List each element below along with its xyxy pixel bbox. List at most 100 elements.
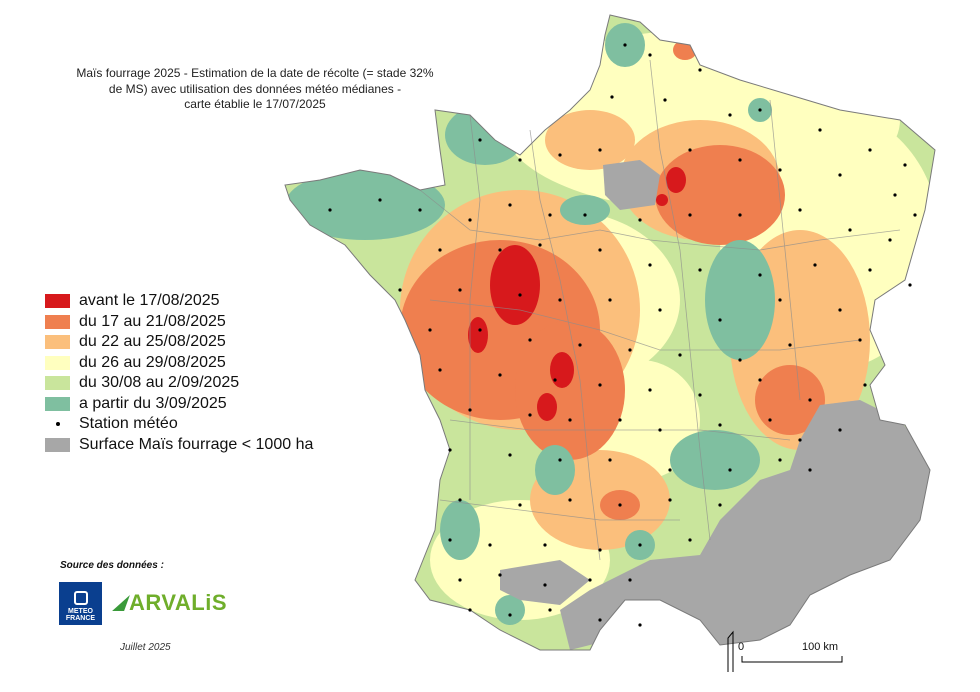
station-dot (678, 353, 682, 357)
station-dot (468, 408, 472, 412)
north-arrow-icon (727, 630, 734, 672)
map-title: Maïs fourrage 2025 - Estimation de la da… (30, 66, 480, 113)
station-dot (903, 163, 907, 167)
legend-item: du 26 au 29/08/2025 (45, 353, 313, 374)
station-dot (868, 148, 872, 152)
arvalis-leaf-icon (112, 595, 130, 611)
station-dot (558, 458, 562, 462)
title-line-2: de MS) avec utilisation des données mété… (108, 81, 402, 96)
station-dot (698, 268, 702, 272)
station-dot (638, 623, 642, 627)
station-dot (668, 498, 672, 502)
station-dot (528, 338, 532, 342)
station-dot (498, 248, 502, 252)
station-dot (588, 578, 592, 582)
station-dot (468, 608, 472, 612)
station-dot (448, 448, 452, 452)
scale-distance-label: 100 km (802, 641, 839, 653)
scale-bar (741, 656, 843, 663)
france-territory (285, 15, 935, 650)
station-dot (798, 438, 802, 442)
station-dot (838, 428, 842, 432)
station-dot (598, 618, 602, 622)
station-dot (738, 358, 742, 362)
legend-label: du 17 au 21/08/2025 (79, 312, 226, 330)
station-dot (518, 158, 522, 162)
legend-swatch (45, 294, 70, 309)
station-dot (648, 263, 652, 267)
station-dot (598, 383, 602, 387)
station-dot (508, 613, 512, 617)
station-dot (608, 458, 612, 462)
legend-item: avant le 17/08/2025 (45, 291, 313, 312)
station-dot (813, 263, 817, 267)
station-dot (543, 583, 547, 587)
station-dot (583, 213, 587, 217)
station-dot (518, 293, 522, 297)
station-dot (638, 543, 642, 547)
station-dot (518, 503, 522, 507)
station-dot (628, 348, 632, 352)
legend-item: du 17 au 21/08/2025 (45, 312, 313, 333)
station-dot (548, 213, 552, 217)
meteo-france-logo: METEO FRANCE (59, 582, 102, 625)
station-dot (718, 318, 722, 322)
legend-swatch (45, 376, 70, 391)
station-dot (598, 148, 602, 152)
station-dot (618, 418, 622, 422)
station-dot (438, 368, 442, 372)
station-dot (598, 248, 602, 252)
france-outline (284, 14, 936, 651)
station-dot (458, 288, 462, 292)
station-dot (688, 148, 692, 152)
station-dot (758, 273, 762, 277)
arvalis-logo-text: ARVALiS (129, 590, 228, 615)
station-dot (598, 548, 602, 552)
legend-swatch (45, 314, 70, 329)
station-dot (758, 108, 762, 112)
meteo-logo-text-1: METEO (68, 608, 93, 615)
station-dot (458, 578, 462, 582)
station-dot (438, 248, 442, 252)
station-dot (568, 418, 572, 422)
source-label: Source des données : (60, 560, 164, 571)
station-dot (610, 95, 614, 99)
station-dot (548, 608, 552, 612)
station-dot (808, 468, 812, 472)
station-dot (478, 138, 482, 142)
legend-swatch (45, 355, 70, 370)
station-dot (478, 328, 482, 332)
station-dot (658, 308, 662, 312)
station-dot (778, 298, 782, 302)
station-dot (768, 418, 772, 422)
station-dot (913, 213, 917, 217)
station-dot-icon (45, 417, 70, 431)
station-dot (328, 208, 332, 212)
title-line-3: carte établie le 17/07/2025 (184, 97, 326, 111)
station-dot (728, 468, 732, 472)
station-dot (498, 373, 502, 377)
department-borders (419, 59, 901, 561)
station-dot (628, 578, 632, 582)
meteo-logo-icon (73, 591, 88, 605)
station-dot (758, 378, 762, 382)
station-dot (658, 428, 662, 432)
legend-swatch (45, 437, 70, 452)
station-dot (538, 243, 542, 247)
legend-item: a partir du 3/09/2025 (45, 394, 313, 415)
station-dot (648, 53, 652, 57)
legend-label: Station météo (79, 415, 178, 433)
station-dot (908, 283, 912, 287)
station-dot (838, 308, 842, 312)
station-dot (458, 498, 462, 502)
legend-label: du 30/08 au 2/09/2025 (79, 374, 240, 392)
legend-label: Surface Maïs fourrage < 1000 ha (79, 435, 314, 453)
station-dot (543, 543, 547, 547)
arvalis-logo: ARVALiS (112, 590, 228, 616)
legend-item: du 22 au 25/08/2025 (45, 332, 313, 353)
scale-zero-label: 0 (738, 641, 745, 653)
station-dot (838, 173, 842, 177)
station-dot (498, 573, 502, 577)
station-dot (488, 543, 492, 547)
